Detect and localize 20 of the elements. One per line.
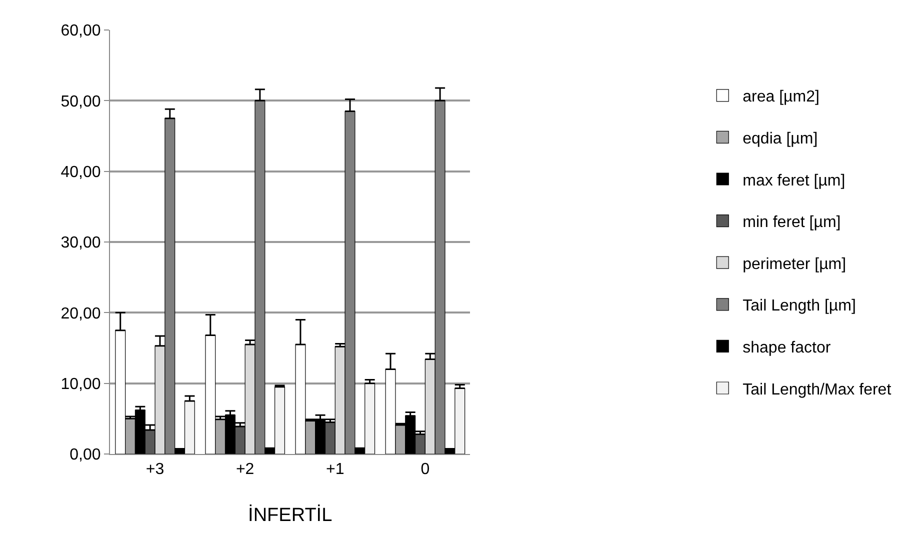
- legend-label: area [µm2]: [742, 88, 820, 106]
- y-tick-label: 10,00: [60, 376, 101, 393]
- x-tick-label: +1: [326, 461, 344, 478]
- y-tick-label: 50,00: [60, 93, 101, 110]
- legend-label: shape factor: [742, 339, 832, 356]
- legend-label: Tail Length/Max feret: [742, 381, 892, 398]
- legend-label: perimeter [µm]: [742, 256, 846, 273]
- x-tick-label: +2: [236, 461, 254, 478]
- legend-label: eqdia [µm]: [742, 130, 818, 148]
- y-tick-label: 20,00: [60, 305, 101, 322]
- legend-label: min feret [µm]: [742, 214, 841, 232]
- y-tick-label: 0,00: [70, 446, 101, 464]
- y-tick-label: 60,00: [60, 22, 101, 40]
- x-tick-label: +3: [146, 461, 164, 478]
- x-tick-label: 0: [420, 461, 430, 478]
- y-tick-label: 40,00: [60, 164, 101, 181]
- x-axis-title: İNFERTİL: [248, 504, 332, 526]
- y-tick-label: 30,00: [60, 234, 101, 252]
- legend-label: Tail Length [µm]: [742, 298, 856, 315]
- legend-label: max feret [µm]: [742, 172, 846, 190]
